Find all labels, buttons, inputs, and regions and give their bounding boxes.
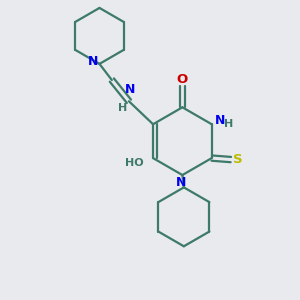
Text: H: H (118, 103, 127, 113)
Text: N: N (88, 55, 98, 68)
Text: S: S (233, 153, 243, 166)
Text: N: N (215, 114, 225, 127)
Text: O: O (177, 73, 188, 86)
Text: HO: HO (125, 158, 144, 167)
Text: N: N (124, 83, 135, 96)
Text: H: H (224, 118, 233, 129)
Text: N: N (176, 176, 187, 189)
